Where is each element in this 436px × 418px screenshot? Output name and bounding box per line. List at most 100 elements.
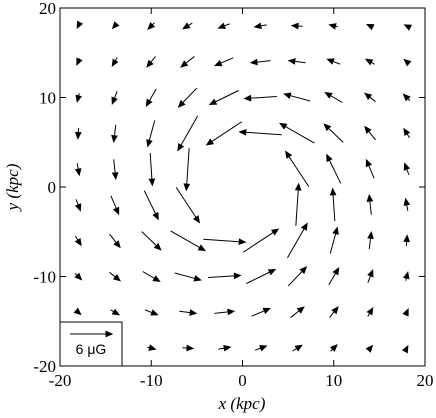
field-arrow (242, 228, 280, 253)
field-arrow (365, 23, 375, 31)
x-tick-label: 10 (325, 371, 342, 390)
field-arrow (254, 345, 268, 352)
field-arrow (146, 344, 157, 351)
field-arrow (403, 234, 411, 246)
field-arrow (205, 121, 243, 146)
key-box (59, 321, 123, 367)
field-arrow (287, 58, 306, 65)
y-tick-label: 10 (39, 89, 56, 108)
x-axis-label: x (kpc) (218, 394, 266, 413)
field-arrow (74, 163, 82, 177)
y-tick-label: 0 (48, 178, 57, 197)
field-arrow (243, 94, 277, 102)
field-arrow (183, 148, 191, 192)
field-arrow (367, 231, 374, 250)
field-arrow (217, 22, 231, 29)
field-arrow (285, 150, 310, 187)
field-arrow (294, 182, 302, 226)
field-arrow (143, 190, 159, 221)
field-arrow (141, 231, 162, 251)
field-arrow (328, 267, 340, 286)
field-arrow (323, 123, 344, 143)
field-arrow (218, 344, 232, 352)
field-arrow (73, 307, 82, 316)
x-tick-label: -20 (49, 371, 72, 390)
field-arrow (403, 24, 412, 31)
field-arrow (76, 20, 84, 30)
field-arrow (177, 87, 198, 108)
field-arrow (142, 271, 161, 283)
field-arrow (144, 309, 159, 316)
field-arrow (402, 308, 409, 317)
field-arrow (75, 93, 83, 103)
field-arrow (329, 306, 339, 318)
field-arrow (179, 309, 198, 316)
field-arrow (111, 91, 118, 105)
field-arrow (208, 90, 239, 106)
y-tick-label: 20 (39, 0, 56, 18)
field-arrow (74, 235, 82, 247)
field-arrow (175, 187, 200, 224)
field-arrow (287, 222, 308, 259)
field-arrow (170, 230, 206, 252)
field-arrow (180, 56, 195, 68)
field-arrow (109, 233, 121, 249)
field-arrow (148, 152, 156, 187)
field-arrow (364, 92, 376, 103)
field-arrow (74, 128, 82, 140)
field-arrow (292, 344, 303, 352)
field-arrow (177, 115, 198, 152)
field-arrow (111, 159, 119, 181)
field-arrow (182, 344, 195, 352)
field-arrow (110, 308, 121, 316)
field-arrow (326, 153, 342, 184)
field-arrow (111, 21, 120, 30)
field-arrow (109, 271, 121, 282)
field-arrow (290, 306, 305, 318)
field-arrow (402, 271, 410, 281)
field-arrow (403, 197, 411, 211)
field-arrow (403, 162, 411, 175)
field-arrow (279, 122, 315, 144)
field-arrow (365, 158, 375, 179)
field-arrow (249, 58, 271, 66)
field-arrow (366, 193, 374, 215)
field-arrow (290, 22, 303, 30)
key-arrow (70, 330, 114, 338)
field-arrow (251, 307, 272, 317)
field-arrow (364, 125, 376, 141)
field-arrow (329, 187, 337, 222)
x-tick-label: -10 (140, 371, 163, 390)
field-arrow (253, 22, 267, 30)
field-arrow (213, 57, 234, 67)
field-arrow (203, 238, 247, 246)
field-arrow (146, 56, 156, 68)
field-arrow (366, 307, 374, 317)
y-tick-label: -20 (33, 357, 56, 376)
field-arrow (111, 57, 119, 67)
field-arrow (402, 93, 411, 102)
field-arrow (367, 269, 374, 283)
x-tick-label: 20 (417, 371, 434, 390)
field-arrow (74, 272, 83, 281)
field-arrow (246, 268, 277, 284)
field-arrow (287, 266, 308, 287)
field-arrow (111, 124, 118, 143)
field-arrow (326, 58, 341, 65)
y-axis-label: y (kpc) (3, 163, 22, 212)
field-arrow (365, 344, 374, 353)
field-arrow (328, 23, 339, 30)
field-arrow (324, 91, 343, 103)
field-arrow (329, 344, 338, 352)
field-arrow (147, 22, 156, 30)
field-arrow (401, 344, 409, 354)
field-arrow (329, 226, 339, 254)
field-arrow (403, 127, 411, 139)
field-arrow (146, 120, 156, 148)
field-arrow (238, 128, 282, 136)
field-arrow (214, 308, 236, 316)
field-arrow (145, 88, 157, 107)
key-label: 6 μG (76, 341, 107, 357)
field-arrow (174, 272, 202, 282)
